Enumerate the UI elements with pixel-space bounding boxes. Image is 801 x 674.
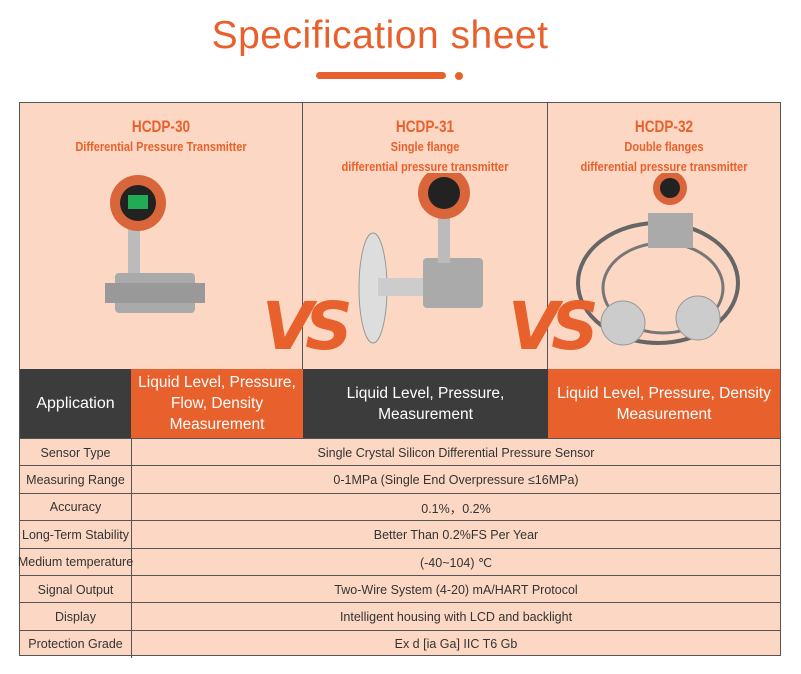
spec-row: Long-Term Stability Better Than 0.2%FS Pe… [20,520,780,549]
spec-value: 0.1%，0.2% [421,501,491,516]
spec-row: Medium temperature (-40~104) ℃ [18,547,780,576]
spec-row: Signal Output Two-Wire System (4-20) mA/H… [20,575,780,604]
transmitter-image [358,173,483,344]
spec-value: Intelligent housing with LCD and backlig… [339,610,573,625]
spec-label: Protection Grade [20,630,132,659]
product-desc: Single flange [390,139,460,154]
transmitter-image [105,175,205,313]
model-name: HCDP-30 [131,117,191,136]
spec-value: Better Than 0.2%FS Per Year [373,527,539,542]
application-hcdp-31: Liquid Level, Pressure, Measurement [303,369,548,438]
spec-row: Sensor Type Single Crystal Silicon Differ… [20,438,780,467]
spec-label: Measuring Range [20,466,132,494]
spec-value: 0-1MPa (Single End Overpressure ≤16MPa) [333,473,579,488]
spec-row: Protection Grade Ex d [ia Ga] IIC T6 Gb [20,629,780,659]
model-name: HCDP-31 [395,117,455,136]
product-desc: Differential Pressure Transmitter [75,139,247,154]
product-desc: Double flanges [624,139,704,154]
spec-label: Signal Output [20,576,132,604]
spec-value: Single Crystal Silicon Differential Pres… [317,445,595,460]
title-underline [316,72,446,79]
spec-value: Two-Wire System (4-20) mA/HART Protocol [334,582,578,597]
spec-label: Medium temperature [18,548,133,576]
spec-label: Sensor Type [20,439,132,467]
spec-value: (-40~104) ℃ [419,555,493,570]
vs-graphic: VS [262,288,353,365]
spec-row: Accuracy 0.1%，0.2% [20,492,780,522]
product-desc-2: differential pressure transmitter [341,159,509,174]
application-hcdp-32: Liquid Level, Pressure, Density Measurem… [548,369,780,438]
spec-row: Measuring Range 0-1MPa (Single End Overpr… [20,465,780,494]
spec-row: Display Intelligent housing with LCD and … [20,602,780,631]
spec-table: HCDP-30 Differential Pressure Transmitte… [18,102,781,659]
vs-graphic: VS [508,288,599,365]
spec-label: Accuracy [20,493,132,522]
product-desc-2: differential pressure transmitter [580,159,748,174]
application-hcdp-30: Liquid Level, Pressure, Flow, Density Me… [131,369,303,438]
product-header-hcdp-32: HCDP-32 Double flanges differential pres… [548,103,780,369]
spec-label: Long-Term Stability [20,521,132,549]
title-dot [455,72,463,80]
spec-label: Display [20,603,132,631]
spec-value: Ex d [ia Ga] IIC T6 Gb [394,637,518,652]
product-header-hcdp-30: HCDP-30 Differential Pressure Transmitte… [20,103,303,369]
transmitter-image [576,173,740,346]
application-label: Application [20,369,131,438]
page-title: Specification sheet [211,14,549,57]
model-name: HCDP-32 [634,117,694,136]
product-header-hcdp-31: HCDP-31 Single flange differential press… [303,103,548,369]
